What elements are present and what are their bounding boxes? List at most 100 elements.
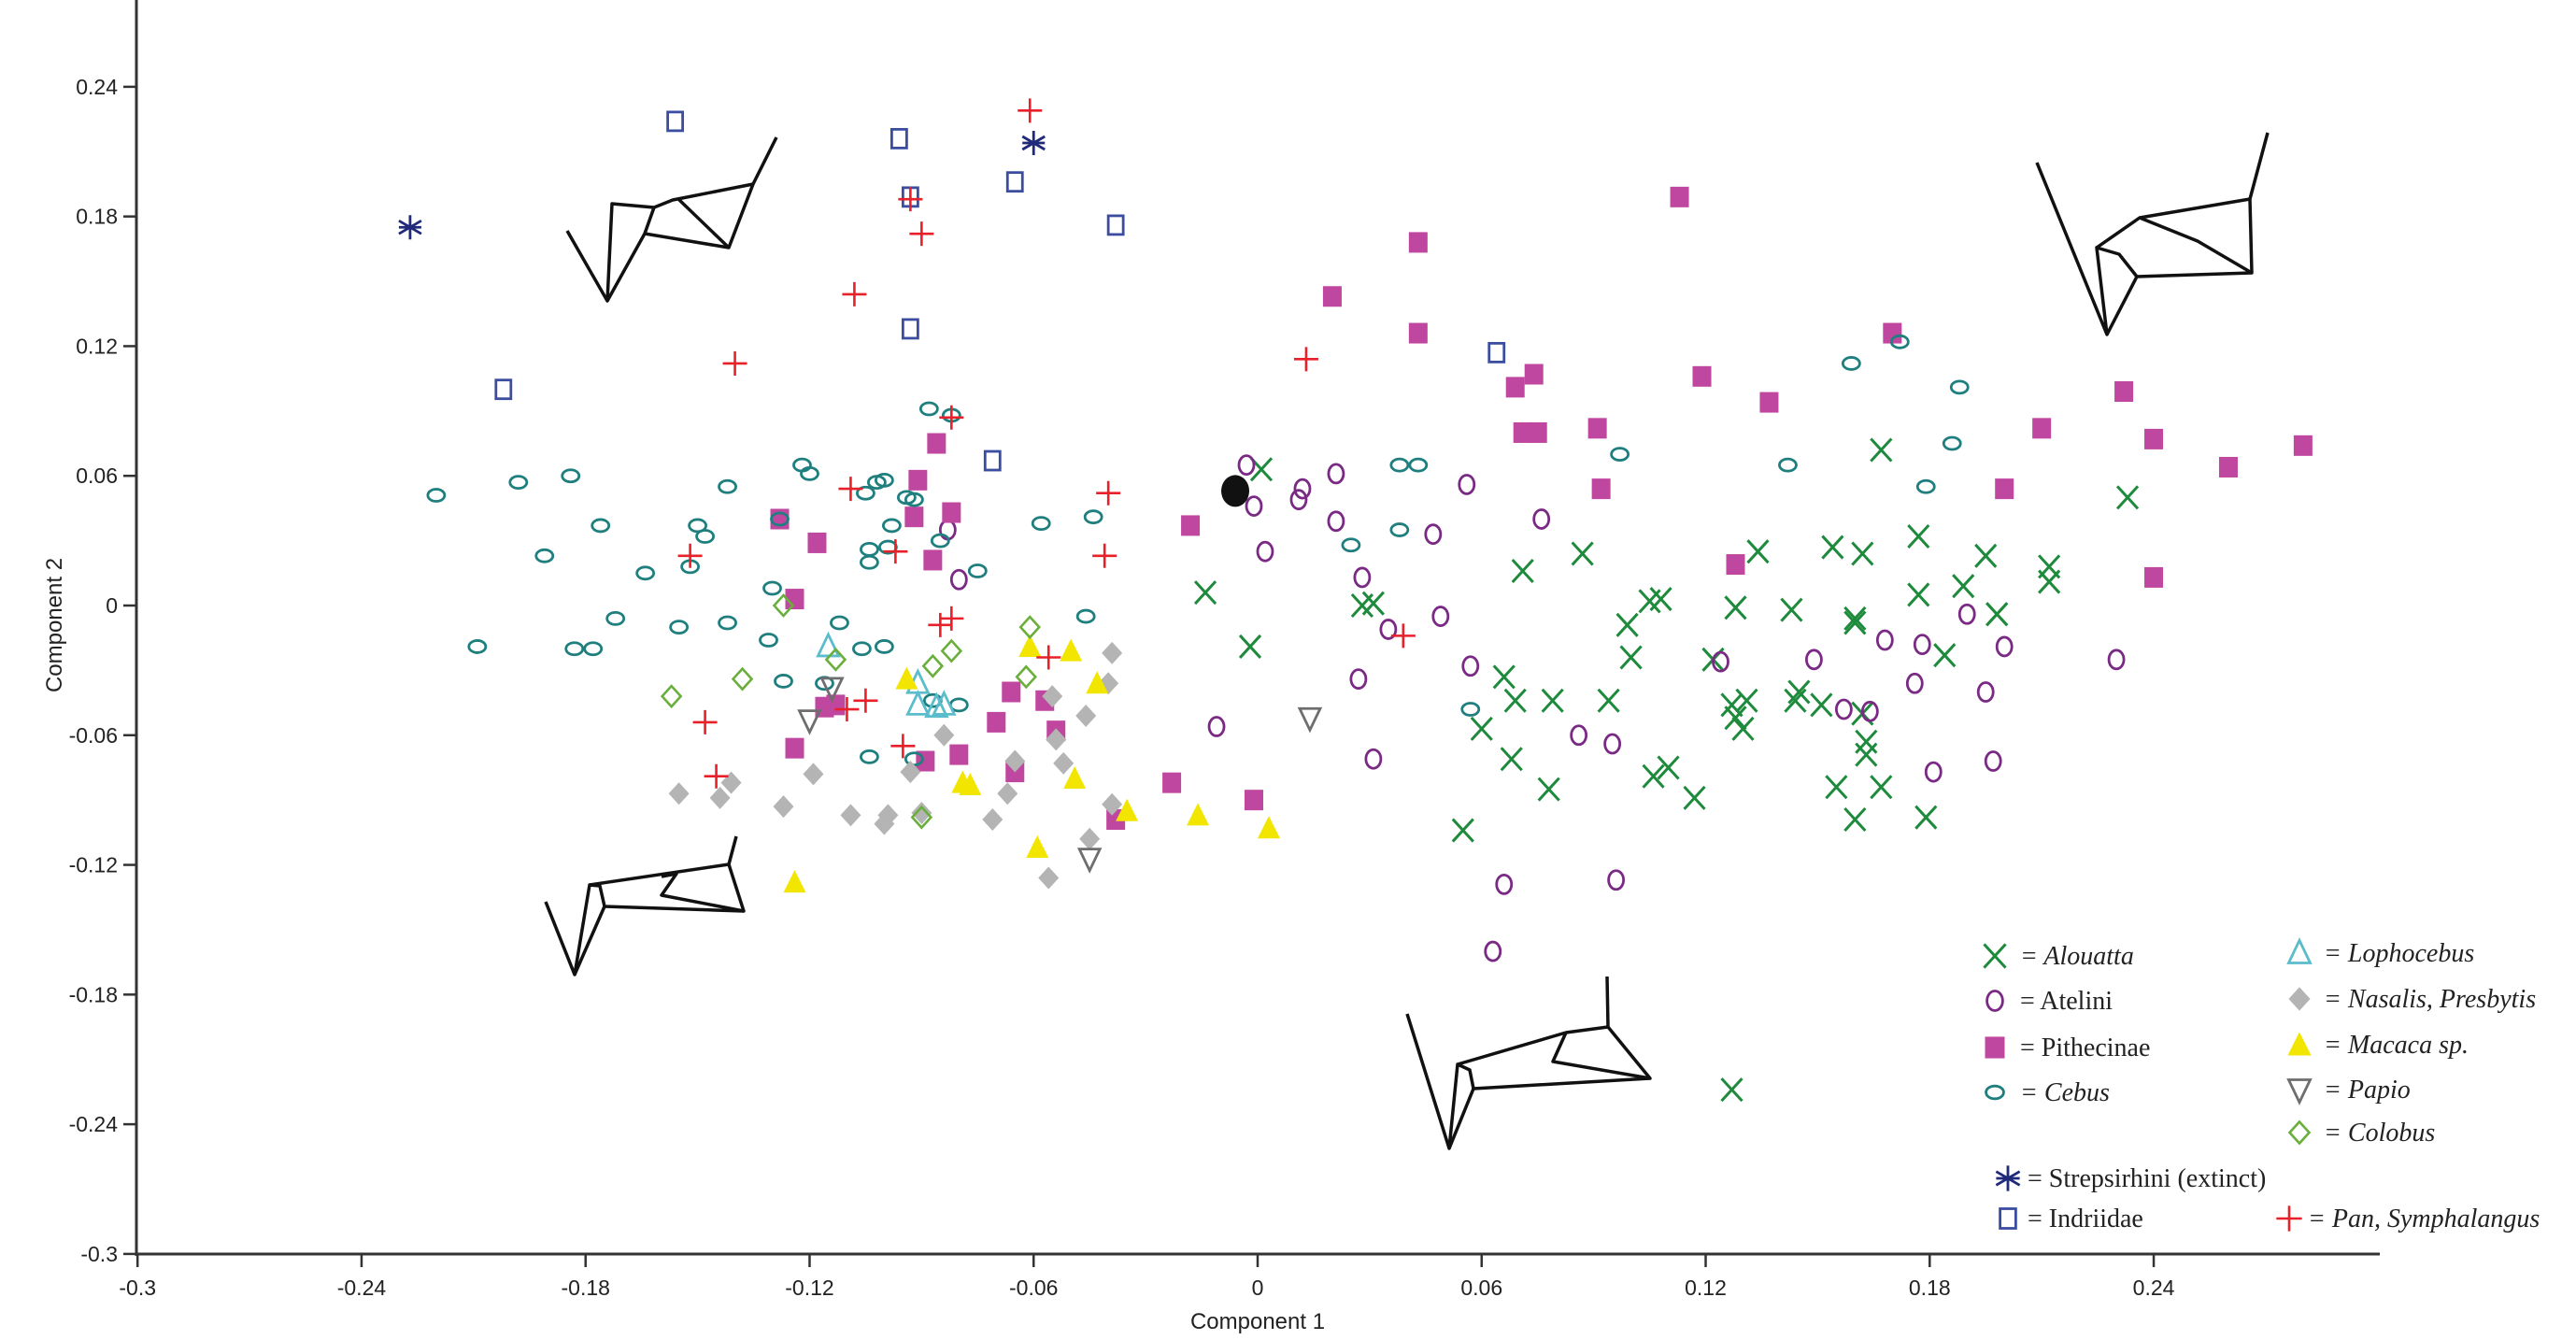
data-point	[1492, 664, 1516, 690]
data-point	[1500, 747, 1523, 772]
data-point	[1851, 541, 1874, 566]
data-point	[1913, 634, 1931, 656]
data-point	[860, 749, 879, 764]
data-point	[819, 677, 845, 704]
legend-item: = Atelini	[1985, 987, 2113, 1016]
y-tick-label: 0.24	[76, 75, 118, 99]
data-point	[997, 782, 1018, 805]
data-point	[1957, 603, 1976, 625]
data-point	[494, 378, 513, 401]
x-tick-label: 0	[1252, 1276, 1264, 1300]
data-point	[1116, 798, 1139, 821]
data-point	[1712, 650, 1729, 673]
annotations	[1221, 475, 1250, 507]
data-point	[1571, 541, 1594, 566]
x-tick-label: -0.3	[119, 1276, 156, 1300]
data-point	[1870, 437, 1893, 463]
legend-label: = Pithecinae	[2020, 1034, 2150, 1062]
legend-label: = Colobus	[2324, 1119, 2435, 1148]
series-strepsirhini-extinct-	[398, 131, 1046, 240]
data-point	[1883, 322, 1902, 344]
legend-item: = Pithecinae	[1985, 1034, 2150, 1062]
legend: = Alouatta = Atelini = Pithecinae = Cebus = …	[1983, 937, 2540, 1233]
data-point	[1825, 775, 1848, 800]
data-point	[1181, 515, 1201, 536]
data-point	[704, 763, 729, 789]
sketch-upper-left	[565, 136, 778, 303]
data-point	[1915, 478, 1936, 494]
legend-label: = Macaca sp.	[2324, 1031, 2469, 1060]
data-point	[1021, 131, 1046, 156]
legend-label: = Alouatta	[2020, 942, 2134, 971]
data-point	[904, 492, 924, 507]
data-point	[824, 647, 847, 672]
data-point	[1187, 803, 1210, 826]
data-point	[772, 593, 795, 618]
data-point	[1451, 818, 1474, 843]
data-point	[467, 639, 488, 654]
data-point	[1162, 772, 1182, 793]
data-point	[1914, 805, 1938, 830]
data-point	[508, 475, 529, 491]
data-point	[1353, 566, 1372, 589]
data-point	[898, 187, 923, 212]
data-point	[1193, 580, 1217, 606]
data-point	[1503, 688, 1527, 713]
data-point	[2114, 381, 2134, 403]
data-point	[933, 723, 955, 747]
data-point	[1843, 606, 1867, 631]
data-point	[1619, 645, 1643, 670]
data-point	[842, 281, 867, 306]
data-point	[1724, 706, 1747, 731]
series-indriidae	[494, 110, 1506, 472]
data-point	[1102, 641, 1123, 664]
data-point	[949, 568, 968, 591]
data-point	[1026, 835, 1049, 859]
data-point	[1821, 535, 1844, 560]
data-point	[942, 502, 961, 523]
data-point	[940, 638, 963, 663]
data-point	[856, 485, 875, 501]
legend-item: = Cebus	[1985, 1078, 2110, 1107]
x-tick-label: -0.24	[337, 1276, 387, 1300]
data-point	[959, 772, 982, 795]
data-point	[883, 539, 908, 564]
y-tick-label: 0.12	[76, 334, 118, 358]
data-point	[660, 684, 683, 709]
data-point	[668, 782, 690, 805]
data-point	[2144, 428, 2164, 449]
data-point	[1293, 347, 1318, 372]
data-point	[773, 795, 794, 819]
data-point	[1731, 716, 1755, 741]
x-tick-label: 0.24	[2133, 1276, 2175, 1300]
x-tick-label: -0.06	[1009, 1276, 1058, 1300]
legend-item: = Alouatta	[1983, 942, 2134, 971]
data-point	[1018, 634, 1042, 657]
data-point	[928, 612, 953, 637]
data-point	[1207, 716, 1226, 737]
data-point	[890, 127, 908, 150]
data-point	[583, 641, 604, 657]
legend-item: = Lophocebus	[2286, 937, 2474, 968]
data-point	[1810, 692, 1833, 718]
data-point	[904, 506, 924, 528]
data-point	[1778, 457, 1798, 473]
data-point	[900, 761, 921, 784]
data-point	[930, 533, 950, 549]
data-point	[853, 688, 878, 713]
data-point	[911, 802, 932, 825]
legend-label: = Indriidae	[2028, 1205, 2143, 1233]
data-point	[1642, 763, 1665, 789]
data-point	[1907, 523, 1930, 549]
x-tick-label: -0.12	[785, 1276, 833, 1300]
data-point	[1031, 516, 1051, 532]
data-point	[1408, 457, 1429, 473]
data-point	[1297, 706, 1323, 734]
data-point	[1002, 681, 1021, 703]
data-point	[2218, 456, 2238, 478]
data-point	[709, 786, 731, 809]
series-colobus	[660, 593, 1041, 830]
data-point	[908, 469, 928, 491]
data-point	[2038, 569, 2061, 594]
data-point	[1907, 582, 1930, 607]
